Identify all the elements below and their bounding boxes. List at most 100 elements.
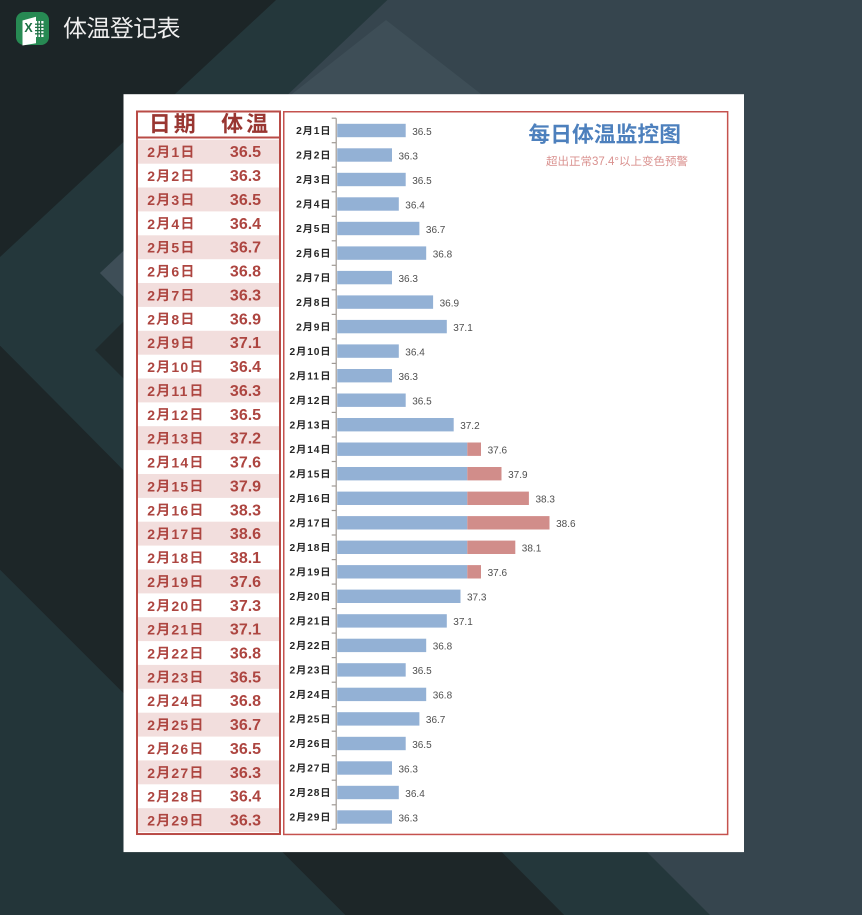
svg-text:26: 26 [171, 741, 189, 757]
svg-text:2: 2 [147, 288, 156, 304]
svg-text:2: 2 [147, 813, 156, 829]
svg-text:6: 6 [314, 249, 321, 260]
svg-text:36.8: 36.8 [433, 691, 453, 702]
svg-text:2: 2 [147, 598, 156, 614]
svg-text:36.8: 36.8 [230, 264, 261, 281]
svg-text:2: 2 [290, 690, 297, 701]
svg-text:2: 2 [147, 693, 156, 709]
svg-text:23: 23 [171, 669, 189, 685]
svg-text:2: 2 [147, 144, 156, 160]
svg-text:36.3: 36.3 [399, 764, 419, 775]
svg-text:10: 10 [307, 347, 320, 358]
svg-text:2: 2 [296, 224, 303, 235]
svg-text:37.2: 37.2 [460, 421, 480, 432]
svg-text:2: 2 [147, 240, 156, 256]
svg-text:36.3: 36.3 [399, 274, 419, 285]
svg-text:36.5: 36.5 [412, 176, 432, 187]
svg-text:7: 7 [171, 288, 180, 304]
svg-text:36.3: 36.3 [399, 151, 419, 162]
svg-text:2: 2 [296, 175, 303, 186]
svg-text:27: 27 [307, 764, 320, 775]
svg-text:36.5: 36.5 [230, 192, 261, 209]
svg-text:37.9: 37.9 [230, 478, 261, 495]
svg-text:13: 13 [171, 431, 189, 447]
svg-text:36.3: 36.3 [399, 372, 419, 383]
svg-text:3: 3 [314, 175, 321, 186]
svg-text:36.8: 36.8 [433, 642, 453, 653]
svg-text:37.2: 37.2 [230, 431, 261, 448]
svg-text:2: 2 [147, 431, 156, 447]
svg-text:38.3: 38.3 [536, 495, 556, 506]
svg-text:2: 2 [147, 168, 156, 184]
svg-text:36.4: 36.4 [230, 359, 261, 376]
svg-text:2: 2 [290, 617, 297, 628]
svg-text:4: 4 [171, 216, 180, 232]
svg-text:23: 23 [307, 666, 320, 677]
svg-text:2: 2 [290, 519, 297, 530]
svg-text:20: 20 [307, 592, 320, 603]
svg-text:14: 14 [171, 455, 189, 471]
svg-text:2: 2 [290, 813, 297, 824]
svg-text:2: 2 [147, 383, 156, 399]
svg-text:2: 2 [296, 273, 303, 284]
svg-text:2: 2 [290, 666, 297, 677]
svg-text:37.1: 37.1 [230, 622, 261, 639]
svg-text:2: 2 [147, 741, 156, 757]
svg-text:36.7: 36.7 [230, 240, 261, 257]
svg-text:2: 2 [147, 574, 156, 590]
svg-text:36.3: 36.3 [399, 813, 419, 824]
svg-text:11: 11 [171, 383, 188, 399]
svg-text:36.5: 36.5 [412, 397, 432, 408]
svg-text:22: 22 [307, 641, 320, 652]
svg-text:15: 15 [171, 478, 189, 494]
svg-text:19: 19 [307, 568, 320, 579]
svg-text:2: 2 [290, 715, 297, 726]
svg-text:18: 18 [171, 550, 189, 566]
svg-text:2: 2 [171, 168, 180, 184]
svg-text:25: 25 [171, 717, 189, 733]
svg-text:38.3: 38.3 [230, 502, 261, 519]
svg-text:2: 2 [290, 420, 297, 431]
svg-text:11: 11 [307, 371, 320, 382]
svg-text:36.7: 36.7 [426, 225, 446, 236]
svg-text:12: 12 [171, 407, 189, 423]
svg-text:8: 8 [171, 311, 180, 327]
svg-text:2: 2 [290, 371, 297, 382]
svg-text:2: 2 [147, 264, 156, 280]
svg-text:37.6: 37.6 [488, 568, 508, 579]
svg-text:36.3: 36.3 [230, 168, 261, 185]
svg-text:9: 9 [314, 322, 321, 333]
svg-text:21: 21 [171, 622, 189, 638]
svg-text:36.5: 36.5 [412, 666, 432, 677]
svg-text:10: 10 [171, 359, 189, 375]
svg-text:2: 2 [296, 298, 303, 309]
svg-text:5: 5 [314, 224, 321, 235]
svg-text:36.3: 36.3 [230, 813, 261, 830]
svg-text:17: 17 [171, 526, 189, 542]
svg-text:37.6: 37.6 [488, 446, 508, 457]
svg-text:29: 29 [171, 813, 189, 829]
svg-text:2: 2 [147, 478, 156, 494]
svg-text:2: 2 [290, 592, 297, 603]
svg-text:2: 2 [147, 622, 156, 638]
svg-text:28: 28 [171, 789, 189, 805]
svg-text:2: 2 [147, 502, 156, 518]
svg-text:7: 7 [314, 273, 321, 284]
svg-text:36.4: 36.4 [405, 200, 425, 211]
svg-text:36.9: 36.9 [440, 298, 460, 309]
svg-text:28: 28 [307, 788, 320, 799]
svg-text:37.1: 37.1 [230, 335, 261, 352]
svg-text:17: 17 [307, 519, 320, 530]
svg-text:6: 6 [171, 264, 180, 280]
svg-text:36.4: 36.4 [230, 789, 261, 806]
svg-text:2: 2 [147, 550, 156, 566]
svg-text:2: 2 [147, 311, 156, 327]
svg-text:36.5: 36.5 [230, 669, 261, 686]
svg-text:2: 2 [147, 789, 156, 805]
svg-text:37.3: 37.3 [230, 598, 261, 615]
svg-text:9: 9 [171, 335, 180, 351]
svg-text:2: 2 [290, 568, 297, 579]
svg-text:36.4: 36.4 [405, 789, 425, 800]
svg-text:2: 2 [290, 739, 297, 750]
svg-text:29: 29 [307, 813, 320, 824]
